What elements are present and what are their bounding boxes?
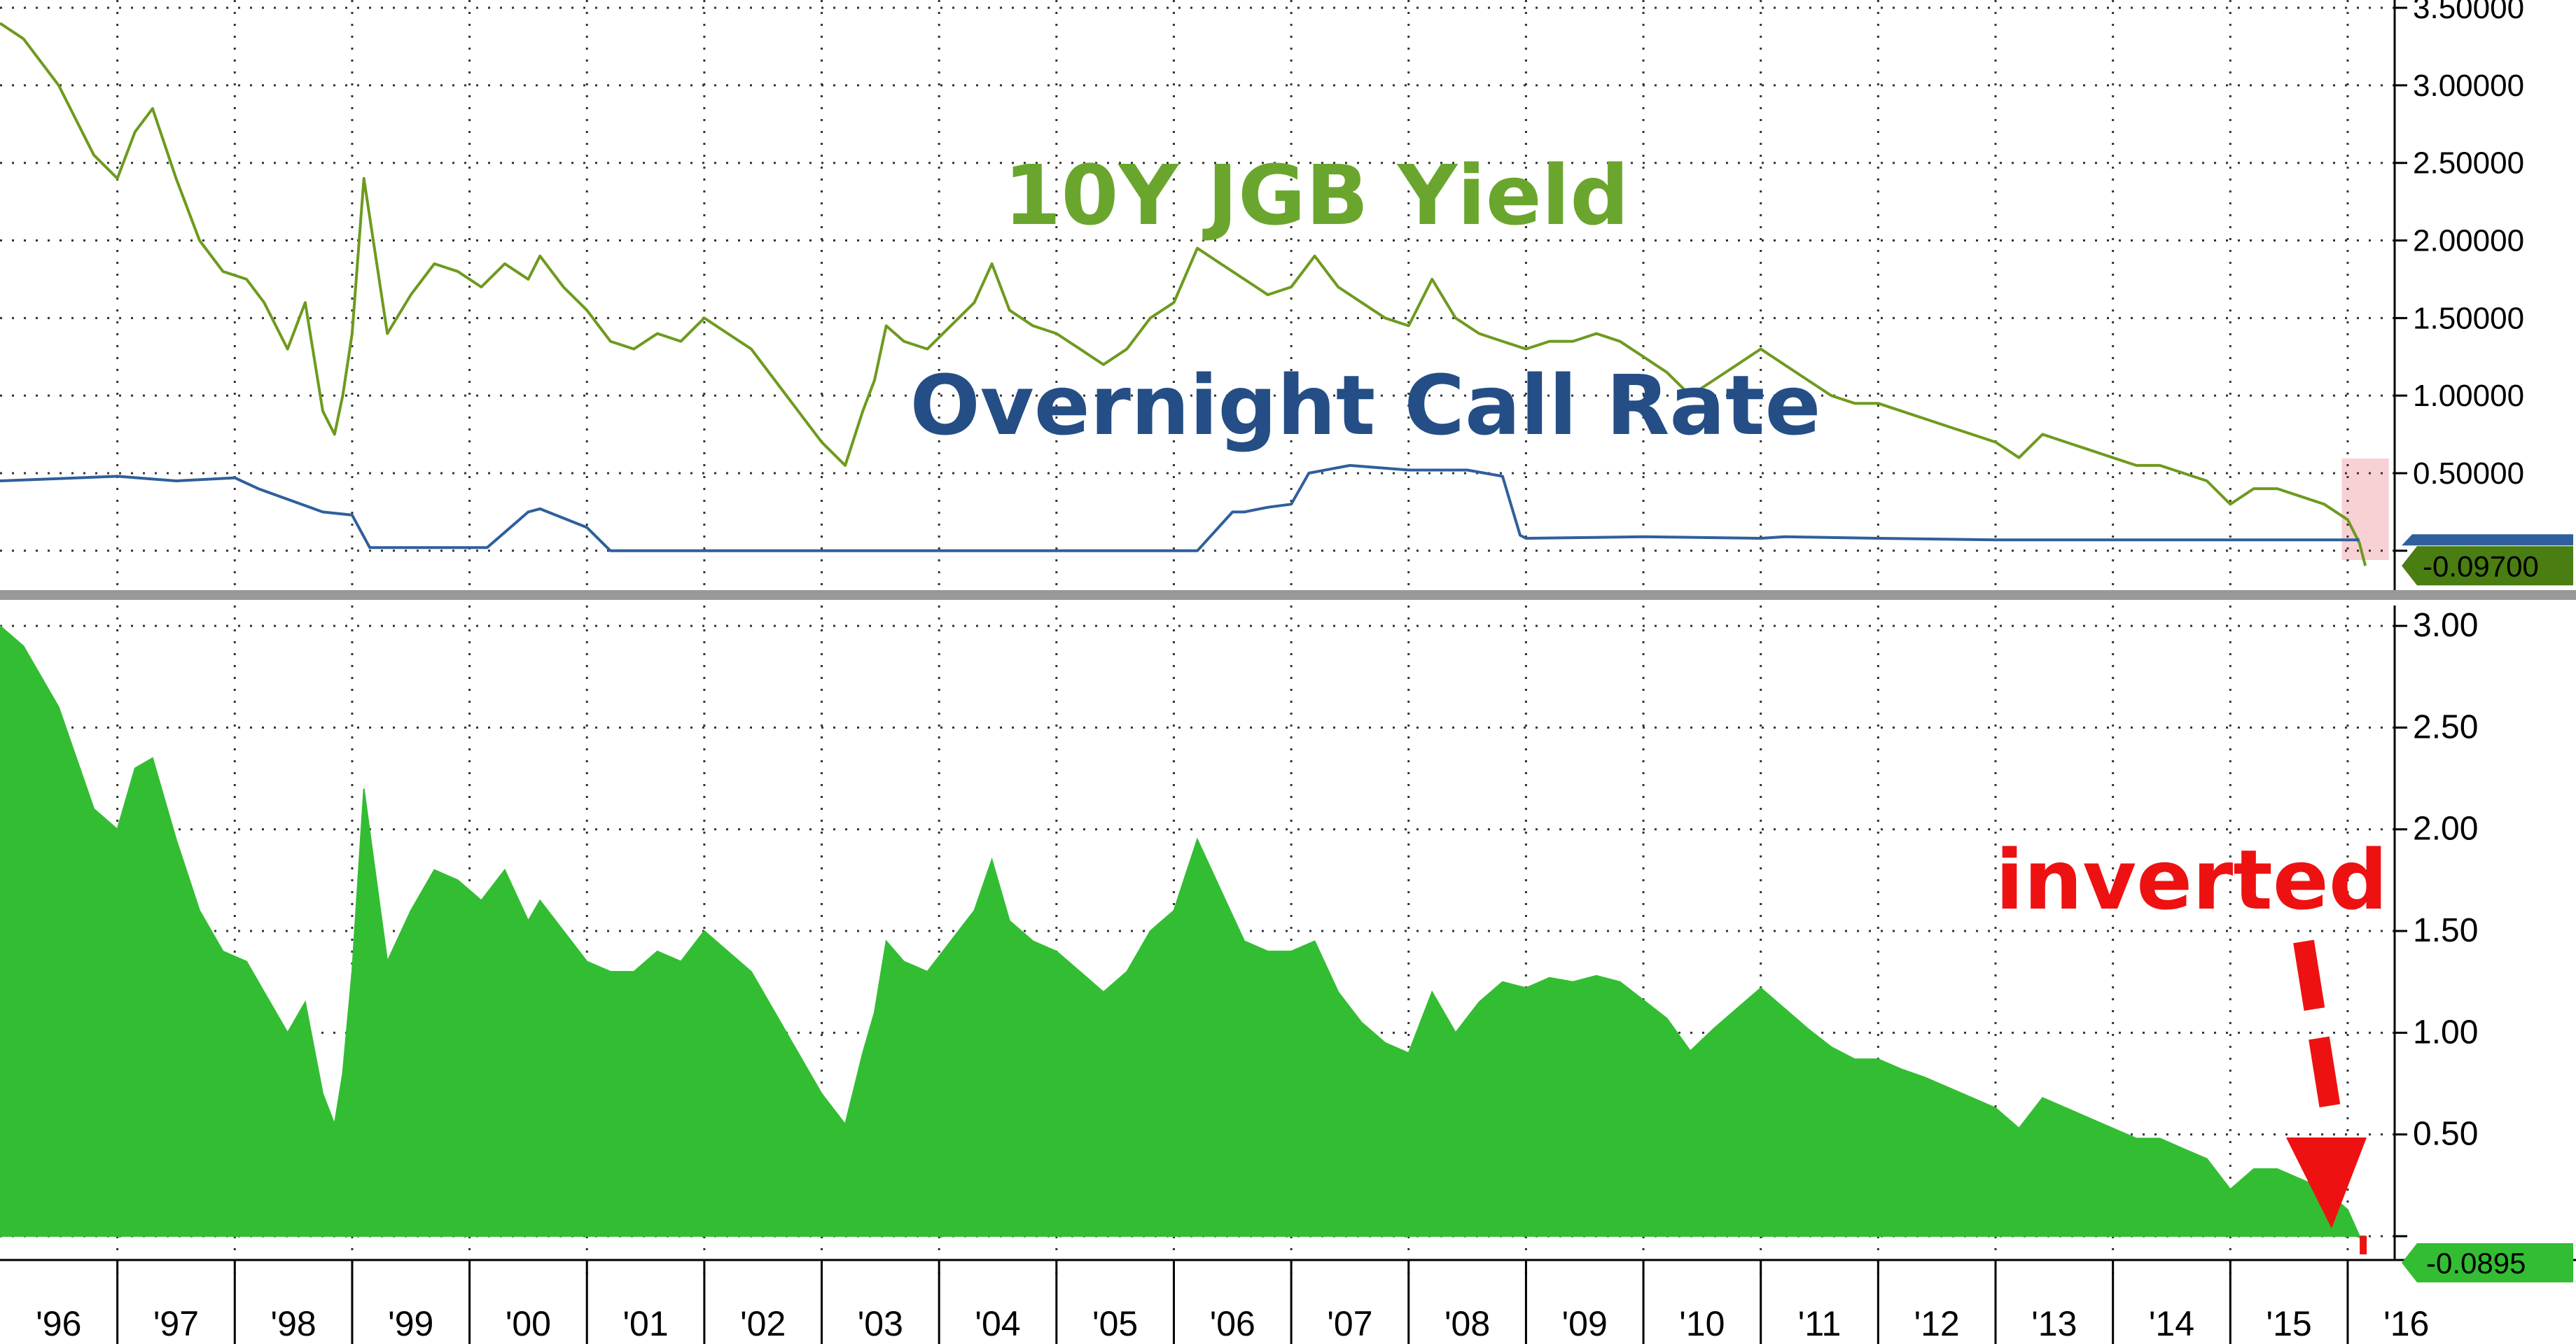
x-tick-label: '07 — [1327, 1304, 1372, 1343]
highlight-box — [2341, 458, 2389, 560]
x-tick-label: '01 — [622, 1304, 668, 1343]
x-tick-label: '15 — [2267, 1304, 2312, 1343]
x-tick-label: '03 — [858, 1304, 903, 1343]
x-tick-label: '14 — [2149, 1304, 2194, 1343]
series-line-call-rate — [0, 463, 2360, 552]
x-tick-label: '98 — [271, 1304, 316, 1343]
arrow-head — [2286, 1138, 2367, 1228]
y-tick-label-bottom: 1.00 — [2413, 1014, 2478, 1051]
arrow-segment — [2293, 939, 2325, 1011]
x-tick-label: '99 — [388, 1304, 433, 1343]
y-tick-label-bottom: 3.00 — [2413, 607, 2478, 644]
x-tick-label: '96 — [36, 1304, 81, 1343]
y-tick-label-top: 0.50000 — [2413, 456, 2524, 491]
x-tick-label: '00 — [506, 1304, 551, 1343]
x-tick-label: '16 — [2383, 1304, 2429, 1343]
y-ticks-top: 3.50000 3.00000 2.50000 2.00000 1.50000 1.000… — [2395, 0, 2524, 552]
negative-spread-mark — [2360, 1236, 2367, 1254]
x-ticks: '96 '97 '98 '99 '00 '01 '02 '03 '04 '05 '06 '07 '08 '… — [36, 1260, 2429, 1344]
y-tick-label-top: 1.00000 — [2413, 379, 2524, 413]
x-tick-label: '10 — [1679, 1304, 1725, 1343]
x-tick-label: '13 — [2031, 1304, 2077, 1343]
y-ticks-bottom: 3.00 2.50 2.00 1.50 1.00 0.50 — [2395, 607, 2478, 1238]
series-title-call-rate: Overnight Call Rate — [910, 357, 1821, 454]
spread-area-layer — [0, 624, 2367, 1255]
y-tick-label-bottom: 2.00 — [2413, 811, 2478, 848]
y-tick-label-top: 2.50000 — [2413, 146, 2524, 181]
last-value-tag-jgb: -0.09700 — [2402, 534, 2573, 586]
x-tick-label: '97 — [153, 1304, 199, 1343]
y-tick-label-bottom: 0.50 — [2413, 1116, 2478, 1153]
y-tick-label-bottom: 2.50 — [2413, 708, 2478, 746]
x-tick-label: '08 — [1444, 1304, 1490, 1343]
x-tick-label: '06 — [1210, 1304, 1255, 1343]
y-tick-label-top: 3.50000 — [2413, 0, 2524, 25]
last-value-tag-spread: -0.0895 — [2402, 1242, 2573, 1282]
y-tick-label-top: 3.00000 — [2413, 69, 2524, 103]
x-tick-label: '04 — [975, 1304, 1020, 1343]
y-tick-label-bottom: 1.50 — [2413, 912, 2478, 949]
x-tick-label: '11 — [1798, 1304, 1841, 1343]
y-tick-label-top: 2.00000 — [2413, 224, 2524, 258]
line-layer — [0, 22, 2367, 566]
spread-area — [0, 624, 2367, 1255]
last-value-label-jgb: -0.09700 — [2423, 550, 2539, 582]
x-tick-label: '12 — [1914, 1304, 1960, 1343]
last-value-tag-call-rate — [2402, 534, 2573, 546]
y-tick-label-top: 1.50000 — [2413, 301, 2524, 335]
x-tick-label: '02 — [740, 1304, 786, 1343]
panel-divider — [0, 590, 2576, 600]
x-tick-label: '09 — [1562, 1304, 1608, 1343]
inverted-annotation: inverted — [1996, 832, 2388, 928]
x-tick-label: '05 — [1092, 1304, 1138, 1343]
inverted-arrow — [2286, 939, 2367, 1228]
last-value-label-spread: -0.0895 — [2426, 1247, 2526, 1280]
series-title-jgb: 10Y JGB Yield — [1003, 147, 1629, 244]
series-line-jgb — [0, 22, 2367, 566]
arrow-segment — [2309, 1036, 2341, 1107]
